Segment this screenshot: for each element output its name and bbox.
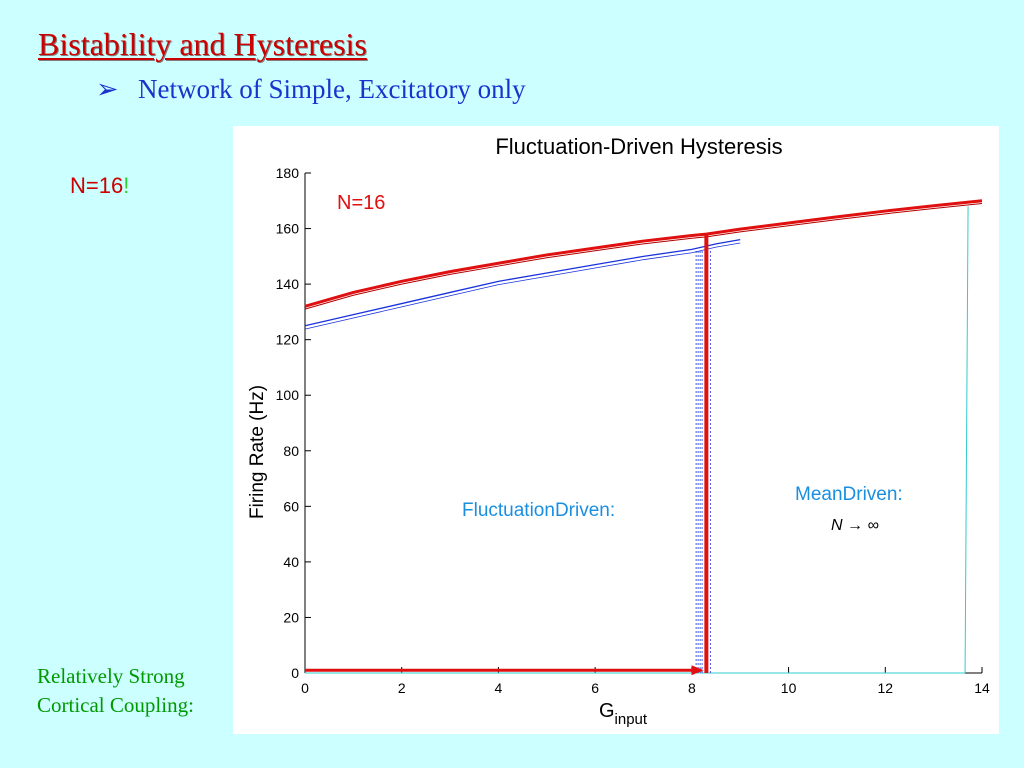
x-axis-label-sub: input	[615, 711, 648, 728]
y-axis-label: Firing Rate (Hz)	[247, 385, 268, 519]
y-tick-label: 120	[276, 332, 300, 348]
y-tick-label: 180	[276, 165, 300, 181]
x-tick-label: 12	[877, 680, 893, 696]
arrow-bullet-icon: ➢	[96, 74, 119, 104]
x-axis-label-main: G	[599, 700, 615, 722]
limit-annotation: N → ∞	[831, 517, 879, 534]
fluctuation-annotation: FluctuationDriven:	[462, 500, 615, 521]
x-tick-label: 0	[301, 680, 309, 696]
coupling-line-1: Relatively Strong	[37, 664, 185, 688]
chart-title: Fluctuation-Driven Hysteresis	[495, 134, 782, 159]
mean-annotation: MeanDriven:	[795, 484, 903, 505]
y-tick-label: 20	[283, 609, 299, 625]
x-tick-label: 14	[974, 680, 990, 696]
chart-panel: Fluctuation-Driven Hysteresis 0 20 40 60 80 1…	[233, 126, 999, 734]
y-tick-label: 160	[276, 221, 300, 237]
red-upper-line	[304, 199, 983, 308]
x-tick-label: 10	[781, 680, 797, 696]
blue-upper-line	[304, 239, 741, 327]
side-n-text: N=16	[70, 173, 124, 198]
y-tick-label: 100	[276, 387, 300, 403]
x-tick-label: 8	[688, 680, 696, 696]
slide-title: Bistability and Hysteresis	[38, 26, 367, 62]
y-tick-label: 80	[283, 443, 299, 459]
side-n-bang: !	[123, 173, 130, 198]
red-upper-line-inner	[304, 203, 983, 310]
bullet-line: ➢ Network of Simple, Excitatory only	[96, 74, 526, 105]
y-tick-label: 0	[291, 665, 299, 681]
coupling-line-2: Cortical Coupling:	[37, 693, 194, 717]
blue-upper-line-2	[304, 242, 741, 330]
y-tick-label: 140	[276, 276, 300, 292]
x-axis-label: Ginput	[599, 700, 648, 728]
x-tick-label: 6	[591, 680, 599, 696]
side-n-label: N=16!	[70, 173, 129, 199]
red-arrow-icon	[691, 665, 704, 676]
y-tick-label: 40	[283, 554, 299, 570]
cyan-jump-line	[964, 206, 969, 674]
n16-annotation: N=16	[337, 192, 385, 214]
hysteresis-chart: Fluctuation-Driven Hysteresis 0204060801…	[247, 134, 990, 728]
y-tick-label: 60	[283, 498, 299, 514]
x-tick-label: 4	[495, 680, 503, 696]
bullet-text: Network of Simple, Excitatory only	[138, 74, 526, 104]
x-tick-label: 2	[398, 680, 406, 696]
coupling-note: Relatively Strong Cortical Coupling:	[37, 662, 194, 720]
